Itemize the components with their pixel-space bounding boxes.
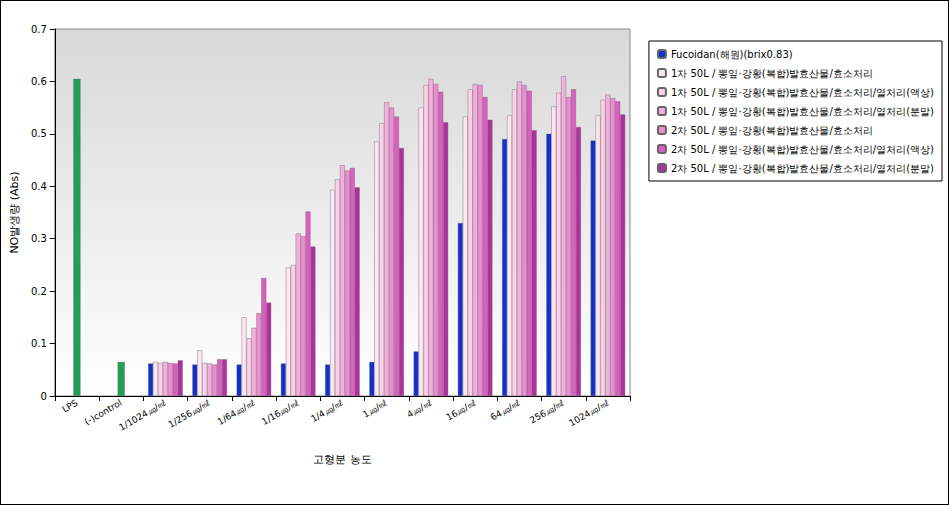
svg-text:2차 50L / 뽕잎·강황(복합)발효산물/효소처리: 2차 50L / 뽕잎·강황(복합)발효산물/효소처리 bbox=[671, 125, 873, 136]
svg-text:0.4: 0.4 bbox=[31, 181, 47, 192]
svg-text:16㎍/㎖: 16㎍/㎖ bbox=[445, 398, 478, 423]
svg-text:NO발생량 (Abs): NO발생량 (Abs) bbox=[8, 171, 21, 253]
svg-text:2차 50L / 뽕잎·강황(복합)발효산물/효소처리/열처: 2차 50L / 뽕잎·강황(복합)발효산물/효소처리/열처리(분말) bbox=[671, 163, 934, 174]
svg-text:0.6: 0.6 bbox=[31, 76, 47, 87]
svg-text:0.7: 0.7 bbox=[31, 24, 47, 35]
svg-text:0: 0 bbox=[40, 391, 46, 402]
svg-text:1/4㎍/㎖: 1/4㎍/㎖ bbox=[309, 398, 345, 424]
svg-text:1차 50L / 뽕잎·강황(복합)발효산물/효소처리/열처: 1차 50L / 뽕잎·강황(복합)발효산물/효소처리/열처리(분말) bbox=[671, 106, 934, 117]
svg-text:고형분 농도: 고형분 농도 bbox=[313, 453, 372, 466]
svg-text:LPS: LPS bbox=[60, 398, 79, 415]
svg-text:1/1024㎍/㎖: 1/1024㎍/㎖ bbox=[117, 398, 168, 433]
svg-text:1024㎍/㎖: 1024㎍/㎖ bbox=[567, 398, 610, 429]
svg-text:64㎍/㎖: 64㎍/㎖ bbox=[489, 398, 522, 423]
svg-text:0.2: 0.2 bbox=[31, 286, 47, 297]
svg-text:Fucoidan(해원)(brix0.83): Fucoidan(해원)(brix0.83) bbox=[671, 49, 793, 60]
svg-text:1㎍/㎖: 1㎍/㎖ bbox=[361, 398, 389, 420]
svg-text:256㎍/㎖: 256㎍/㎖ bbox=[528, 398, 566, 426]
svg-text:0.1: 0.1 bbox=[31, 338, 47, 349]
svg-text:1차 50L / 뽕잎·강황(복합)발효산물/효소처리: 1차 50L / 뽕잎·강황(복합)발효산물/효소처리 bbox=[671, 68, 873, 79]
svg-text:1/256㎍/㎖: 1/256㎍/㎖ bbox=[167, 398, 213, 430]
svg-text:1차 50L / 뽕잎·강황(복합)발효산물/효소처리/열처: 1차 50L / 뽕잎·강황(복합)발효산물/효소처리/열처리(액상) bbox=[671, 87, 934, 98]
svg-text:1/64㎍/㎖: 1/64㎍/㎖ bbox=[216, 398, 257, 427]
svg-text:4㎍/㎖: 4㎍/㎖ bbox=[405, 398, 433, 420]
svg-text:(-)control: (-)control bbox=[83, 398, 124, 427]
svg-text:0.3: 0.3 bbox=[31, 233, 47, 244]
svg-text:0.5: 0.5 bbox=[31, 128, 47, 139]
svg-text:2차 50L / 뽕잎·강황(복합)발효산물/효소처리/열처: 2차 50L / 뽕잎·강황(복합)발효산물/효소처리/열처리(액상) bbox=[671, 144, 934, 155]
svg-text:1/16㎍/㎖: 1/16㎍/㎖ bbox=[260, 398, 301, 427]
